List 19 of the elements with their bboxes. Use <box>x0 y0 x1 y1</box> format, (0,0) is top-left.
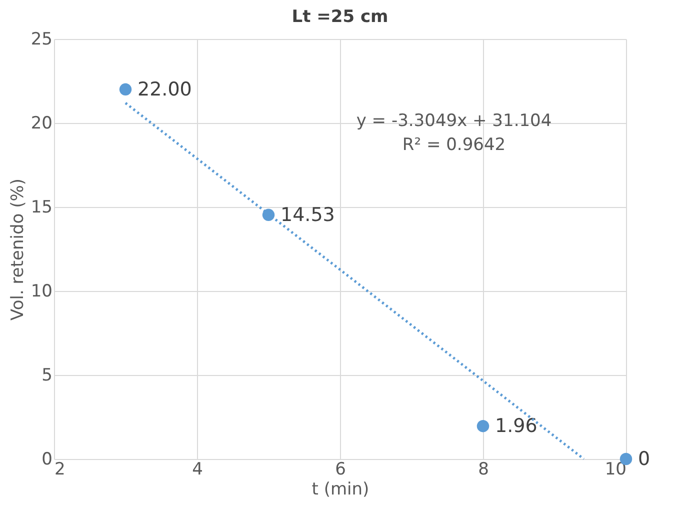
annotation: y = -3.3049x + 31.104 <box>356 111 552 131</box>
chart-title: Lt =25 cm <box>292 7 388 27</box>
data-label: 22.00 <box>138 78 192 100</box>
y-tick-label: 0 <box>42 450 52 470</box>
y-tick-label: 20 <box>30 114 52 134</box>
data-label: 1.96 <box>495 415 538 438</box>
y-tick-label: 10 <box>30 282 52 302</box>
data-label: 0 <box>638 448 650 470</box>
data-label: 14.53 <box>280 204 335 226</box>
y-tick-label: 5 <box>42 366 52 386</box>
annotation: R² = 0.9642 <box>402 135 506 155</box>
y-axis-title: Vol. retenido (%) <box>8 178 28 320</box>
y-tick-label: 15 <box>30 198 52 218</box>
x-tick-label: 6 <box>335 460 346 480</box>
y-tick-label: 25 <box>30 30 52 50</box>
x-tick-label: 2 <box>54 460 66 480</box>
x-tick-label: 8 <box>478 460 489 480</box>
x-tick-label: 4 <box>192 460 203 480</box>
x-axis-title: t (min) <box>312 480 370 500</box>
